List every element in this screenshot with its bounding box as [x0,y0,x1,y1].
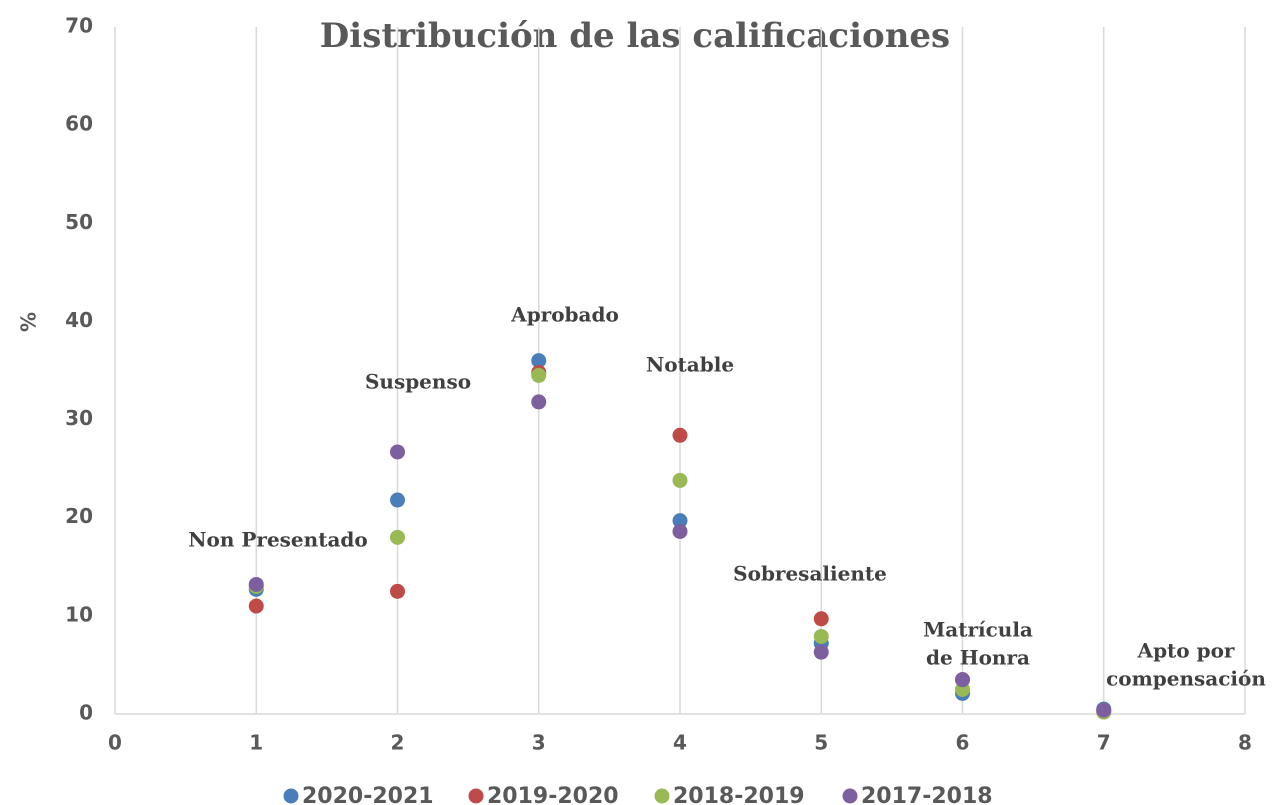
point [531,394,547,410]
y-tick-label: 10 [65,602,93,626]
annotation: Suspenso [365,370,471,394]
annotation: Sobresaliente [733,562,887,586]
x-tick-label: 4 [673,731,687,755]
legend-label: 2017-2018 [861,784,993,805]
legend-label: 2018-2019 [673,784,805,805]
legend-marker [283,788,299,804]
point [813,644,829,660]
point [672,513,688,529]
point [390,492,405,508]
legend-label: 2019-2020 [487,784,619,805]
annotation: compensación [1106,667,1266,691]
annotation: Non Presentado [188,528,367,552]
point [390,529,405,545]
y-tick-label: 30 [65,406,93,430]
legend-marker [842,788,858,804]
y-tick-label: 60 [65,112,93,136]
x-tick-label: 6 [956,731,970,755]
annotation: Matrícula [923,618,1033,642]
y-tick-label: 50 [65,210,93,234]
annotation: Aprobado [510,303,619,327]
x-tick-label: 7 [1097,731,1111,755]
x-tick-label: 2 [391,731,405,755]
legend-marker [654,788,670,804]
point [248,598,264,614]
y-tick-label: 0 [79,701,93,725]
point [813,611,829,627]
y-axis-label: % [17,312,41,332]
point [390,583,405,599]
x-tick-label: 1 [249,731,263,755]
y-tick-label: 70 [65,14,93,38]
x-tick-label: 0 [108,731,122,755]
annotation: Apto por [1137,639,1235,663]
x-tick-label: 3 [532,731,546,755]
point [390,444,405,460]
annotation: de Honra [926,646,1030,670]
point [955,672,970,688]
point [672,427,688,443]
point [248,576,264,592]
x-tick-label: 5 [814,731,828,755]
annotation: Notable [646,353,734,377]
point [672,523,688,539]
point [1096,702,1112,718]
point [531,367,547,383]
x-tick-label: 8 [1238,731,1252,755]
legend-marker [468,788,484,804]
point [813,628,829,644]
legend-label: 2020-2021 [302,784,434,805]
y-tick-label: 40 [65,308,93,332]
point [531,353,547,369]
point [672,472,688,488]
y-tick-label: 20 [65,504,93,528]
chart-title: Distribución de las calificaciones [320,16,950,56]
